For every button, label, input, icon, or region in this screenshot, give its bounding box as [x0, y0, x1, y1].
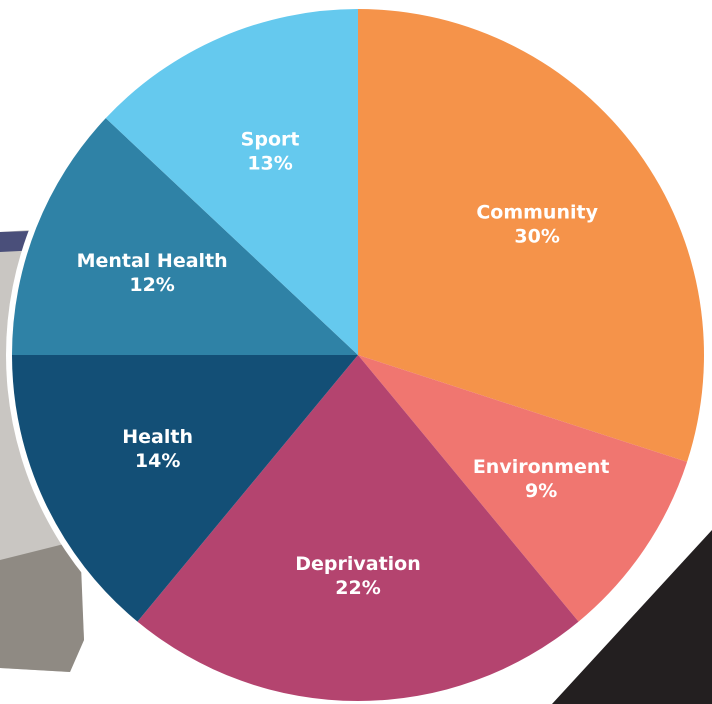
slice-value-label: 30% — [514, 225, 559, 247]
slice-value-label: 12% — [129, 274, 174, 296]
chart: Community30% Environment9% Deprivation22% H… — [0, 0, 712, 704]
slice-value-label: 9% — [525, 480, 557, 502]
slice-value-label: 13% — [247, 152, 292, 174]
slice-label: Deprivation — [295, 553, 421, 575]
slice-label: Community — [476, 201, 598, 223]
slice-value-label: 22% — [335, 577, 380, 599]
slice-label: Mental Health — [77, 250, 228, 272]
slice-label: Environment — [473, 456, 610, 478]
slice-label: Health — [122, 426, 193, 448]
slice-value-label: 14% — [135, 450, 180, 472]
slice-label: Sport — [241, 128, 300, 150]
